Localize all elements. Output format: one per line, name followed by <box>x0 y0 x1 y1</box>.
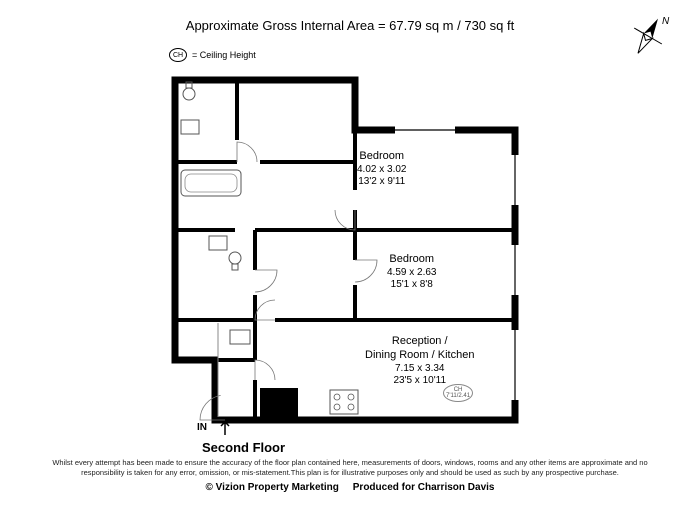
ch-legend-text: = Ceiling Height <box>192 50 256 60</box>
ch-badge: CH <box>169 48 187 62</box>
in-label: IN <box>197 422 207 433</box>
credits: © Vizion Property Marketing Produced for… <box>0 482 700 493</box>
ch-legend: CH = Ceiling Height <box>169 48 256 62</box>
floorplan: Bedroom 4.02 x 3.02 13'2 x 9'11 Bedroom … <box>155 70 535 445</box>
room-label-bedroom-1: Bedroom 4.02 x 3.02 13'2 x 9'11 <box>357 150 406 189</box>
floor-name: Second Floor <box>202 440 285 455</box>
compass-label: N <box>662 16 670 27</box>
credits-left: © Vizion Property Marketing <box>206 482 339 493</box>
disclaimer-text: Whilst every attempt has been made to en… <box>40 458 660 477</box>
header-title: Approximate Gross Internal Area = 67.79 … <box>0 18 700 33</box>
room-label-reception: Reception / Dining Room / Kitchen 7.15 x… <box>365 335 474 388</box>
room-label-bedroom-2: Bedroom 4.59 x 2.63 15'1 x 8'8 <box>387 253 436 292</box>
room-name: Reception / Dining Room / Kitchen <box>365 335 474 363</box>
compass-icon: N <box>626 14 670 58</box>
ch-marker: CH 7'11/2.41 <box>443 384 473 402</box>
credits-right: Produced for Charrison Davis <box>353 482 495 493</box>
